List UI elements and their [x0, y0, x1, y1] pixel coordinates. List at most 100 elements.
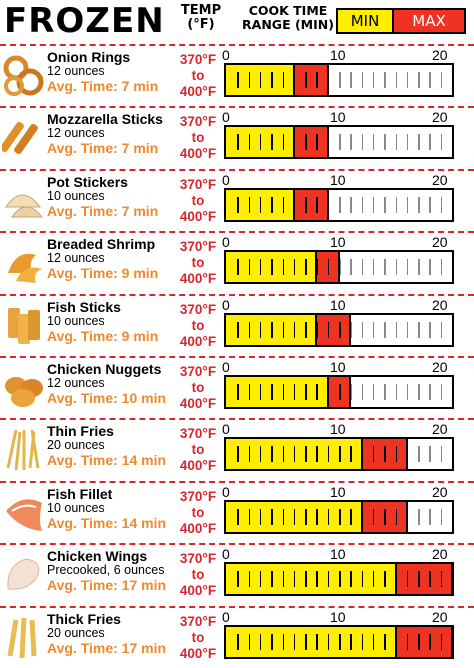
minute-tick: [406, 134, 409, 151]
minute-tick: [339, 446, 341, 463]
minute-tick: [293, 571, 296, 588]
minute-tick: [282, 134, 284, 151]
temp-low: 370°F: [179, 114, 217, 130]
minute-tick: [418, 196, 420, 213]
temp-low: 370°F: [179, 52, 217, 67]
food-row: Pot Stickers 10 ounces Avg. Time: 7 min 370…: [0, 171, 474, 233]
temperature-range: 370°F to 400°F: [176, 614, 220, 662]
temp-header-line-1: TEMP: [180, 3, 222, 18]
food-row: Chicken Wings Precooked, 6 ounces Avg. Tim…: [0, 545, 474, 607]
minute-tick: [384, 134, 386, 151]
scale-label: 0: [222, 421, 230, 438]
minute-tick: [305, 508, 307, 525]
minute-tick: [248, 134, 251, 151]
max-boundary: [405, 439, 408, 470]
legend-max: MAX: [392, 10, 464, 32]
minute-tick: [339, 196, 341, 213]
minute-tick: [271, 134, 273, 151]
temp-to: to: [191, 442, 205, 458]
minute-tick: [259, 508, 262, 525]
temp-high: 400°F: [179, 645, 217, 661]
minute-tick: [440, 321, 443, 338]
temp-high: 400°F: [179, 146, 217, 162]
minute-tick: [237, 633, 239, 650]
scale-label: 10: [330, 421, 346, 438]
minute-tick: [305, 384, 307, 400]
temp-header-line-2: (°F): [187, 17, 215, 32]
min-boundary: [315, 252, 318, 283]
minute-tick: [429, 134, 431, 151]
food-amount: 10 ounces: [47, 188, 105, 203]
min-boundary: [394, 626, 397, 657]
minute-tick: [440, 446, 443, 463]
minute-tick: [237, 259, 239, 276]
minute-tick: [395, 134, 397, 151]
temp-high: 400°F: [179, 396, 217, 411]
minute-tick: [372, 571, 375, 588]
minute-tick: [418, 321, 420, 338]
minute-tick: [259, 72, 262, 88]
legend-min: MIN: [338, 10, 392, 32]
temp-to: to: [191, 380, 205, 395]
food-row: Breaded Shrimp 12 ounces Avg. Time: 9 min 3…: [0, 233, 474, 295]
minute-tick: [259, 633, 262, 650]
legend: MIN MAX: [336, 8, 466, 34]
minute-tick: [237, 134, 239, 151]
minute-tick: [440, 633, 443, 650]
cook-time-bar: [224, 63, 454, 97]
temp-to: to: [191, 504, 205, 520]
minute-tick: [282, 321, 284, 338]
minute-tick: [418, 633, 420, 650]
row-divider: [0, 231, 474, 234]
max-boundary: [405, 501, 408, 532]
temperature-range: 370°F to 400°F: [176, 426, 220, 474]
minute-tick: [293, 508, 296, 525]
row-divider: [0, 418, 474, 421]
scale-label: 20: [432, 608, 448, 625]
row-divider: [0, 605, 474, 608]
minute-tick: [316, 196, 318, 213]
minute-tick: [237, 508, 239, 525]
food-name: Breaded Shrimp: [47, 236, 156, 253]
cook-time-bar: [224, 375, 454, 409]
max-time-fill: [293, 65, 328, 95]
max-time-fill: [395, 564, 452, 595]
minute-tick: [271, 384, 273, 400]
minute-tick: [237, 72, 239, 88]
minute-tick: [429, 72, 431, 88]
minute-tick: [372, 196, 375, 213]
fish-fillet-icon: [2, 489, 44, 535]
min-boundary: [360, 501, 363, 532]
food-name: Chicken Wings: [47, 548, 148, 565]
minute-tick: [327, 571, 330, 588]
minute-tick: [372, 446, 375, 463]
max-boundary: [338, 252, 340, 283]
minute-tick: [372, 134, 375, 151]
minute-tick: [305, 633, 307, 650]
minute-tick: [418, 384, 420, 400]
minute-tick: [248, 384, 251, 400]
minute-tick: [429, 446, 431, 463]
minute-tick: [350, 446, 352, 463]
minute-tick: [440, 134, 443, 151]
food-name: Pot Stickers: [47, 173, 128, 190]
food-row: Fish Fillet 10 ounces Avg. Time: 14 min 370…: [0, 483, 474, 545]
minute-tick: [350, 259, 352, 276]
temp-low: 370°F: [179, 551, 217, 567]
min-time-fill: [226, 377, 328, 407]
pot-stickers-icon: [2, 177, 44, 223]
avg-time: Avg. Time: 9 min: [47, 327, 159, 344]
row-divider: [0, 543, 474, 546]
minute-tick: [418, 134, 420, 151]
chicken-wings-icon: [2, 551, 44, 597]
minute-tick: [271, 259, 273, 276]
minute-tick: [440, 571, 443, 588]
temperature-range: 370°F to 400°F: [176, 364, 220, 412]
minute-tick: [384, 196, 386, 213]
minute-tick: [293, 259, 296, 276]
minute-tick: [384, 321, 386, 338]
minute-tick: [339, 508, 341, 525]
minute-tick: [271, 446, 273, 463]
temp-to: to: [191, 255, 205, 271]
minute-tick: [259, 384, 262, 400]
